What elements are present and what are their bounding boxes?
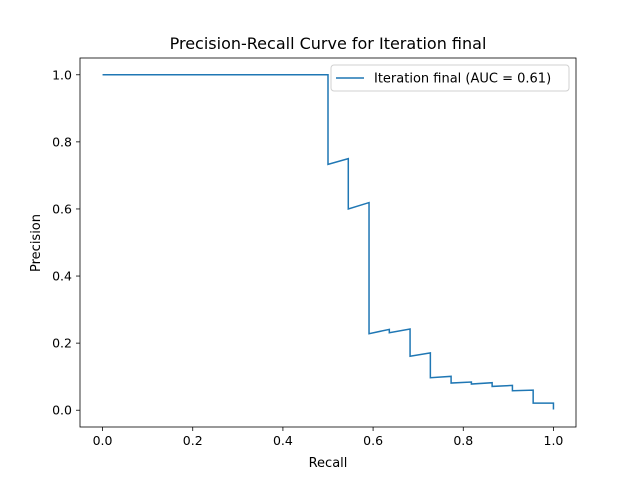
- x-tick-label: 0.4: [273, 433, 293, 448]
- y-tick-label: 0.8: [52, 134, 72, 149]
- y-tick-label: 0.4: [52, 269, 72, 284]
- legend-label: Iteration final (AUC = 0.61): [374, 72, 551, 87]
- chart-title: Precision-Recall Curve for Iteration fin…: [170, 34, 487, 53]
- x-tick-label: 0.6: [363, 433, 383, 448]
- y-axis-label: Precision: [29, 214, 44, 272]
- legend: Iteration final (AUC = 0.61): [330, 64, 570, 92]
- series-line-0: [102, 74, 555, 410]
- plot-area: 0.0 0.2 0.4 0.6 0.8 1.0 0.0 0.2 0.4 0.6 0.8 1.0: [52, 57, 577, 448]
- x-tick-label: 0.8: [453, 433, 473, 448]
- x-tick-label: 0.0: [93, 433, 113, 448]
- x-axis-label: Recall: [309, 456, 348, 471]
- x-tick-label: 0.2: [183, 433, 203, 448]
- y-tick-label: 0.6: [52, 201, 72, 216]
- x-tick-label: 1.0: [544, 433, 564, 448]
- y-tick-label: 0.0: [52, 403, 72, 418]
- legend-box: [330, 64, 570, 92]
- y-tick-label: 0.2: [52, 336, 72, 351]
- y-tick-label: 1.0: [52, 67, 72, 82]
- axes-frame: [79, 57, 577, 428]
